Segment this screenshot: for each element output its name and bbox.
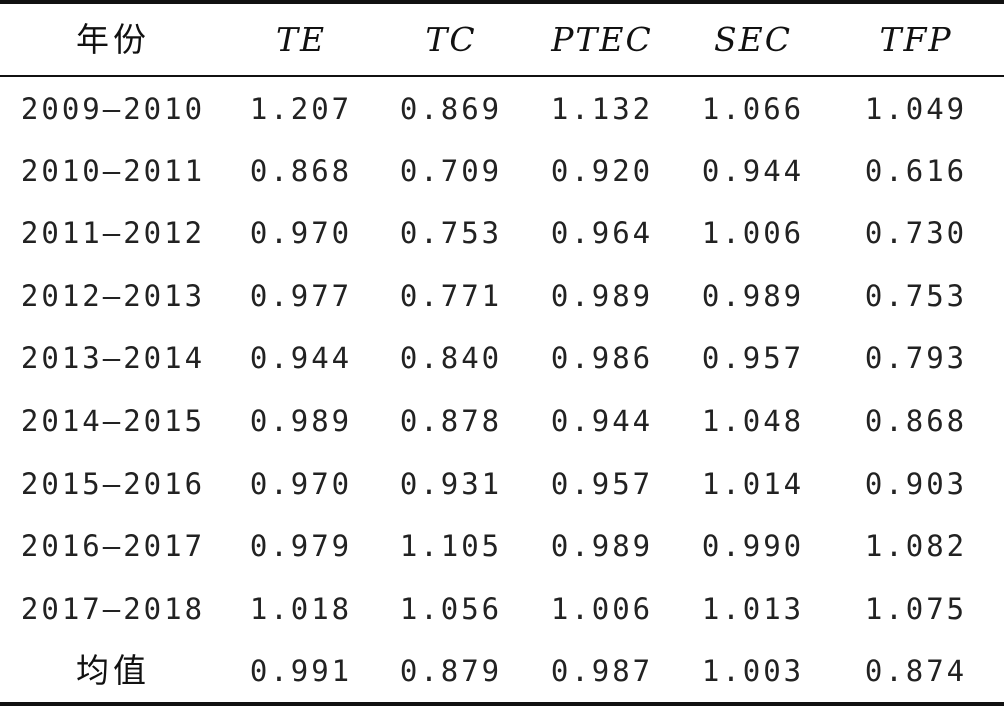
te-cell: 0.989 bbox=[249, 404, 353, 438]
table-bottom-rule bbox=[0, 702, 1004, 706]
mean-label: 均值 bbox=[76, 651, 150, 690]
header-ptec: PTEC bbox=[551, 20, 653, 59]
ptec-cell: 0.957 bbox=[550, 467, 654, 501]
table-row: 2017—2018 1.018 1.056 1.006 1.013 1.075 bbox=[0, 578, 1004, 640]
year-cell: 2014—2015 bbox=[20, 404, 206, 438]
header-sec: SEC bbox=[714, 20, 792, 59]
sec-cell: 0.989 bbox=[701, 279, 805, 313]
ptec-cell: 0.989 bbox=[550, 529, 654, 563]
table-row-mean: 均值 0.991 0.879 0.987 1.003 0.874 bbox=[0, 640, 1004, 702]
te-cell: 0.979 bbox=[249, 529, 353, 563]
table-row: 2015—2016 0.970 0.931 0.957 1.014 0.903 bbox=[0, 453, 1004, 515]
tc-cell: 1.105 bbox=[399, 529, 503, 563]
te-cell: 0.868 bbox=[249, 154, 353, 188]
table-row: 2013—2014 0.944 0.840 0.986 0.957 0.793 bbox=[0, 327, 1004, 389]
ptec-cell: 0.944 bbox=[550, 404, 654, 438]
te-cell: 0.991 bbox=[249, 654, 353, 688]
tfp-cell: 0.793 bbox=[864, 341, 968, 375]
sec-cell: 1.013 bbox=[701, 592, 805, 626]
tfp-cell: 0.753 bbox=[864, 279, 968, 313]
sec-cell: 0.957 bbox=[701, 341, 805, 375]
header-te: TE bbox=[275, 20, 327, 59]
table-row: 2016—2017 0.979 1.105 0.989 0.990 1.082 bbox=[0, 515, 1004, 577]
tfp-cell: 0.903 bbox=[864, 467, 968, 501]
tfp-cell: 1.049 bbox=[864, 92, 968, 126]
tc-cell: 1.056 bbox=[399, 592, 503, 626]
year-cell: 2011—2012 bbox=[20, 216, 206, 250]
te-cell: 1.207 bbox=[249, 92, 353, 126]
year-cell: 2016—2017 bbox=[20, 529, 206, 563]
te-cell: 0.970 bbox=[249, 216, 353, 250]
year-cell: 2009—2010 bbox=[20, 92, 206, 126]
year-cell: 2015—2016 bbox=[20, 467, 206, 501]
ptec-cell: 1.132 bbox=[550, 92, 654, 126]
table-header-rule bbox=[0, 75, 1004, 77]
tfp-cell: 1.075 bbox=[864, 592, 968, 626]
tc-cell: 0.869 bbox=[399, 92, 503, 126]
sec-cell: 0.944 bbox=[701, 154, 805, 188]
sec-cell: 1.003 bbox=[701, 654, 805, 688]
sec-cell: 1.048 bbox=[701, 404, 805, 438]
sec-cell: 1.006 bbox=[701, 216, 805, 250]
header-year: 年份 bbox=[76, 20, 150, 59]
header-tfp: TFP bbox=[879, 20, 953, 59]
table-row: 2009—2010 1.207 0.869 1.132 1.066 1.049 bbox=[0, 78, 1004, 140]
tc-cell: 0.879 bbox=[399, 654, 503, 688]
year-cell: 2017—2018 bbox=[20, 592, 206, 626]
table-header-row: 年份 TE TC PTEC SEC TFP bbox=[0, 2, 1004, 64]
sec-cell: 1.066 bbox=[701, 92, 805, 126]
te-cell: 0.970 bbox=[249, 467, 353, 501]
sec-cell: 1.014 bbox=[701, 467, 805, 501]
year-cell: 2010—2011 bbox=[20, 154, 206, 188]
tc-cell: 0.753 bbox=[399, 216, 503, 250]
ptec-cell: 0.986 bbox=[550, 341, 654, 375]
table-row: 2014—2015 0.989 0.878 0.944 1.048 0.868 bbox=[0, 390, 1004, 452]
sec-cell: 0.990 bbox=[701, 529, 805, 563]
tfp-cell: 0.868 bbox=[864, 404, 968, 438]
ptec-cell: 0.920 bbox=[550, 154, 654, 188]
tc-cell: 0.771 bbox=[399, 279, 503, 313]
tc-cell: 0.931 bbox=[399, 467, 503, 501]
table-row: 2011—2012 0.970 0.753 0.964 1.006 0.730 bbox=[0, 202, 1004, 264]
header-tc: TC bbox=[425, 20, 477, 59]
te-cell: 0.977 bbox=[249, 279, 353, 313]
tc-cell: 0.709 bbox=[399, 154, 503, 188]
ptec-cell: 1.006 bbox=[550, 592, 654, 626]
tc-cell: 0.840 bbox=[399, 341, 503, 375]
table-row: 2012—2013 0.977 0.771 0.989 0.989 0.753 bbox=[0, 265, 1004, 327]
te-cell: 1.018 bbox=[249, 592, 353, 626]
tc-cell: 0.878 bbox=[399, 404, 503, 438]
ptec-cell: 0.987 bbox=[550, 654, 654, 688]
ptec-cell: 0.964 bbox=[550, 216, 654, 250]
table-row: 2010—2011 0.868 0.709 0.920 0.944 0.616 bbox=[0, 140, 1004, 202]
ptec-cell: 0.989 bbox=[550, 279, 654, 313]
year-cell: 2013—2014 bbox=[20, 341, 206, 375]
table-top-rule bbox=[0, 0, 1004, 4]
tfp-cell: 1.082 bbox=[864, 529, 968, 563]
tfp-cell: 0.730 bbox=[864, 216, 968, 250]
year-cell: 2012—2013 bbox=[20, 279, 206, 313]
tfp-cell: 0.874 bbox=[864, 654, 968, 688]
tfp-cell: 0.616 bbox=[864, 154, 968, 188]
te-cell: 0.944 bbox=[249, 341, 353, 375]
